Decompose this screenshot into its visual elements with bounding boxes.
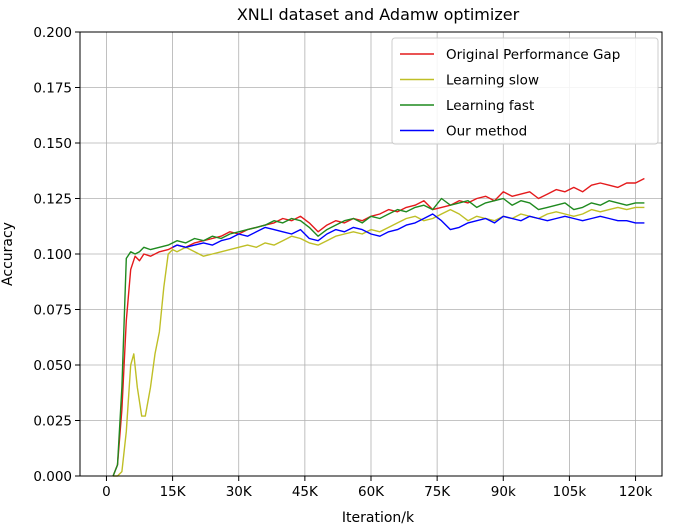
series-line-2 <box>112 197 645 477</box>
x-tick-label: 105k <box>553 484 587 500</box>
legend-label-0: Original Performance Gap <box>446 47 620 63</box>
x-tick-label: 60K <box>358 484 385 500</box>
chart-title: XNLI dataset and Adamw optimizer <box>237 5 520 24</box>
y-tick-label: 0.200 <box>33 25 72 41</box>
y-tick-label: 0.075 <box>33 303 72 319</box>
legend-label-2: Learning fast <box>446 98 534 114</box>
y-tick-label: 0.150 <box>33 136 72 152</box>
x-tick-label: 45K <box>292 484 319 500</box>
x-tick-label: 0 <box>102 484 111 500</box>
y-tick-label: 0.050 <box>33 358 72 374</box>
y-tick-label: 0.000 <box>33 469 72 485</box>
axis-ticks: 0 15K 30K 45K 60K 75K 90k 105k 120k 0.000 0.025 0.0… <box>33 25 652 500</box>
x-tick-label: 30K <box>226 484 253 500</box>
legend-box <box>391 37 659 145</box>
x-tick-label: 120k <box>619 484 653 500</box>
x-tick-label: 75K <box>424 484 451 500</box>
y-tick-label: 0.025 <box>33 414 72 430</box>
x-tick-label: 90k <box>491 484 516 500</box>
legend-label-3: Our method <box>446 124 527 140</box>
y-tick-label: 0.125 <box>33 192 72 208</box>
series-lines <box>112 177 645 477</box>
x-axis-label: Iteration/k <box>342 510 415 526</box>
legend-label-1: Learning slow <box>446 73 539 89</box>
series-line-0 <box>112 177 645 477</box>
y-tick-label: 0.175 <box>33 81 72 97</box>
y-tick-label: 0.100 <box>33 247 72 263</box>
series-line-3 <box>172 213 645 249</box>
x-tick-label: 15K <box>160 484 187 500</box>
y-axis-label: Accuracy <box>0 222 16 286</box>
series-line-1 <box>113 206 645 477</box>
legend: Original Performance Gap Learning slow Lea… <box>391 37 659 145</box>
